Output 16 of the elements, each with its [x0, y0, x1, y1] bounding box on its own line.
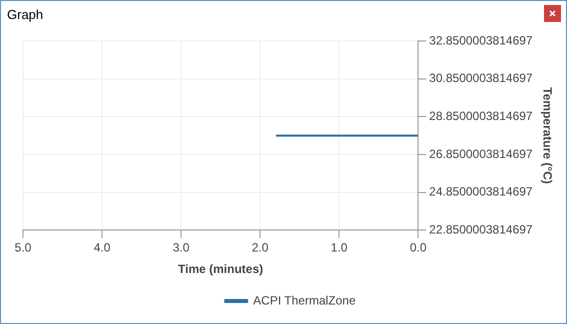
y-tick-label: 24.8500003814697 [429, 184, 533, 199]
x-tick-label: 3.0 [172, 240, 190, 255]
legend-label: ACPI ThermalZone [253, 293, 356, 308]
y-axis-title: Temperature (°C) [540, 87, 554, 184]
x-tick-label: 2.0 [252, 240, 269, 255]
y-tick-label: 32.8500003814697 [429, 33, 533, 48]
x-tick-label: 5.0 [14, 240, 32, 255]
y-tick-label: 22.8500003814697 [429, 222, 533, 237]
y-tick-label: 26.8500003814697 [429, 146, 533, 161]
x-axis-title: Time (minutes) [178, 262, 264, 276]
x-tick-label: 4.0 [94, 240, 111, 255]
chart-title: Graph [7, 7, 44, 22]
y-tick-label: 30.8500003814697 [429, 71, 533, 86]
y-tick-label: 28.8500003814697 [429, 108, 533, 123]
x-tick-label: 1.0 [330, 240, 348, 255]
x-tick-label: 0.0 [410, 240, 427, 255]
